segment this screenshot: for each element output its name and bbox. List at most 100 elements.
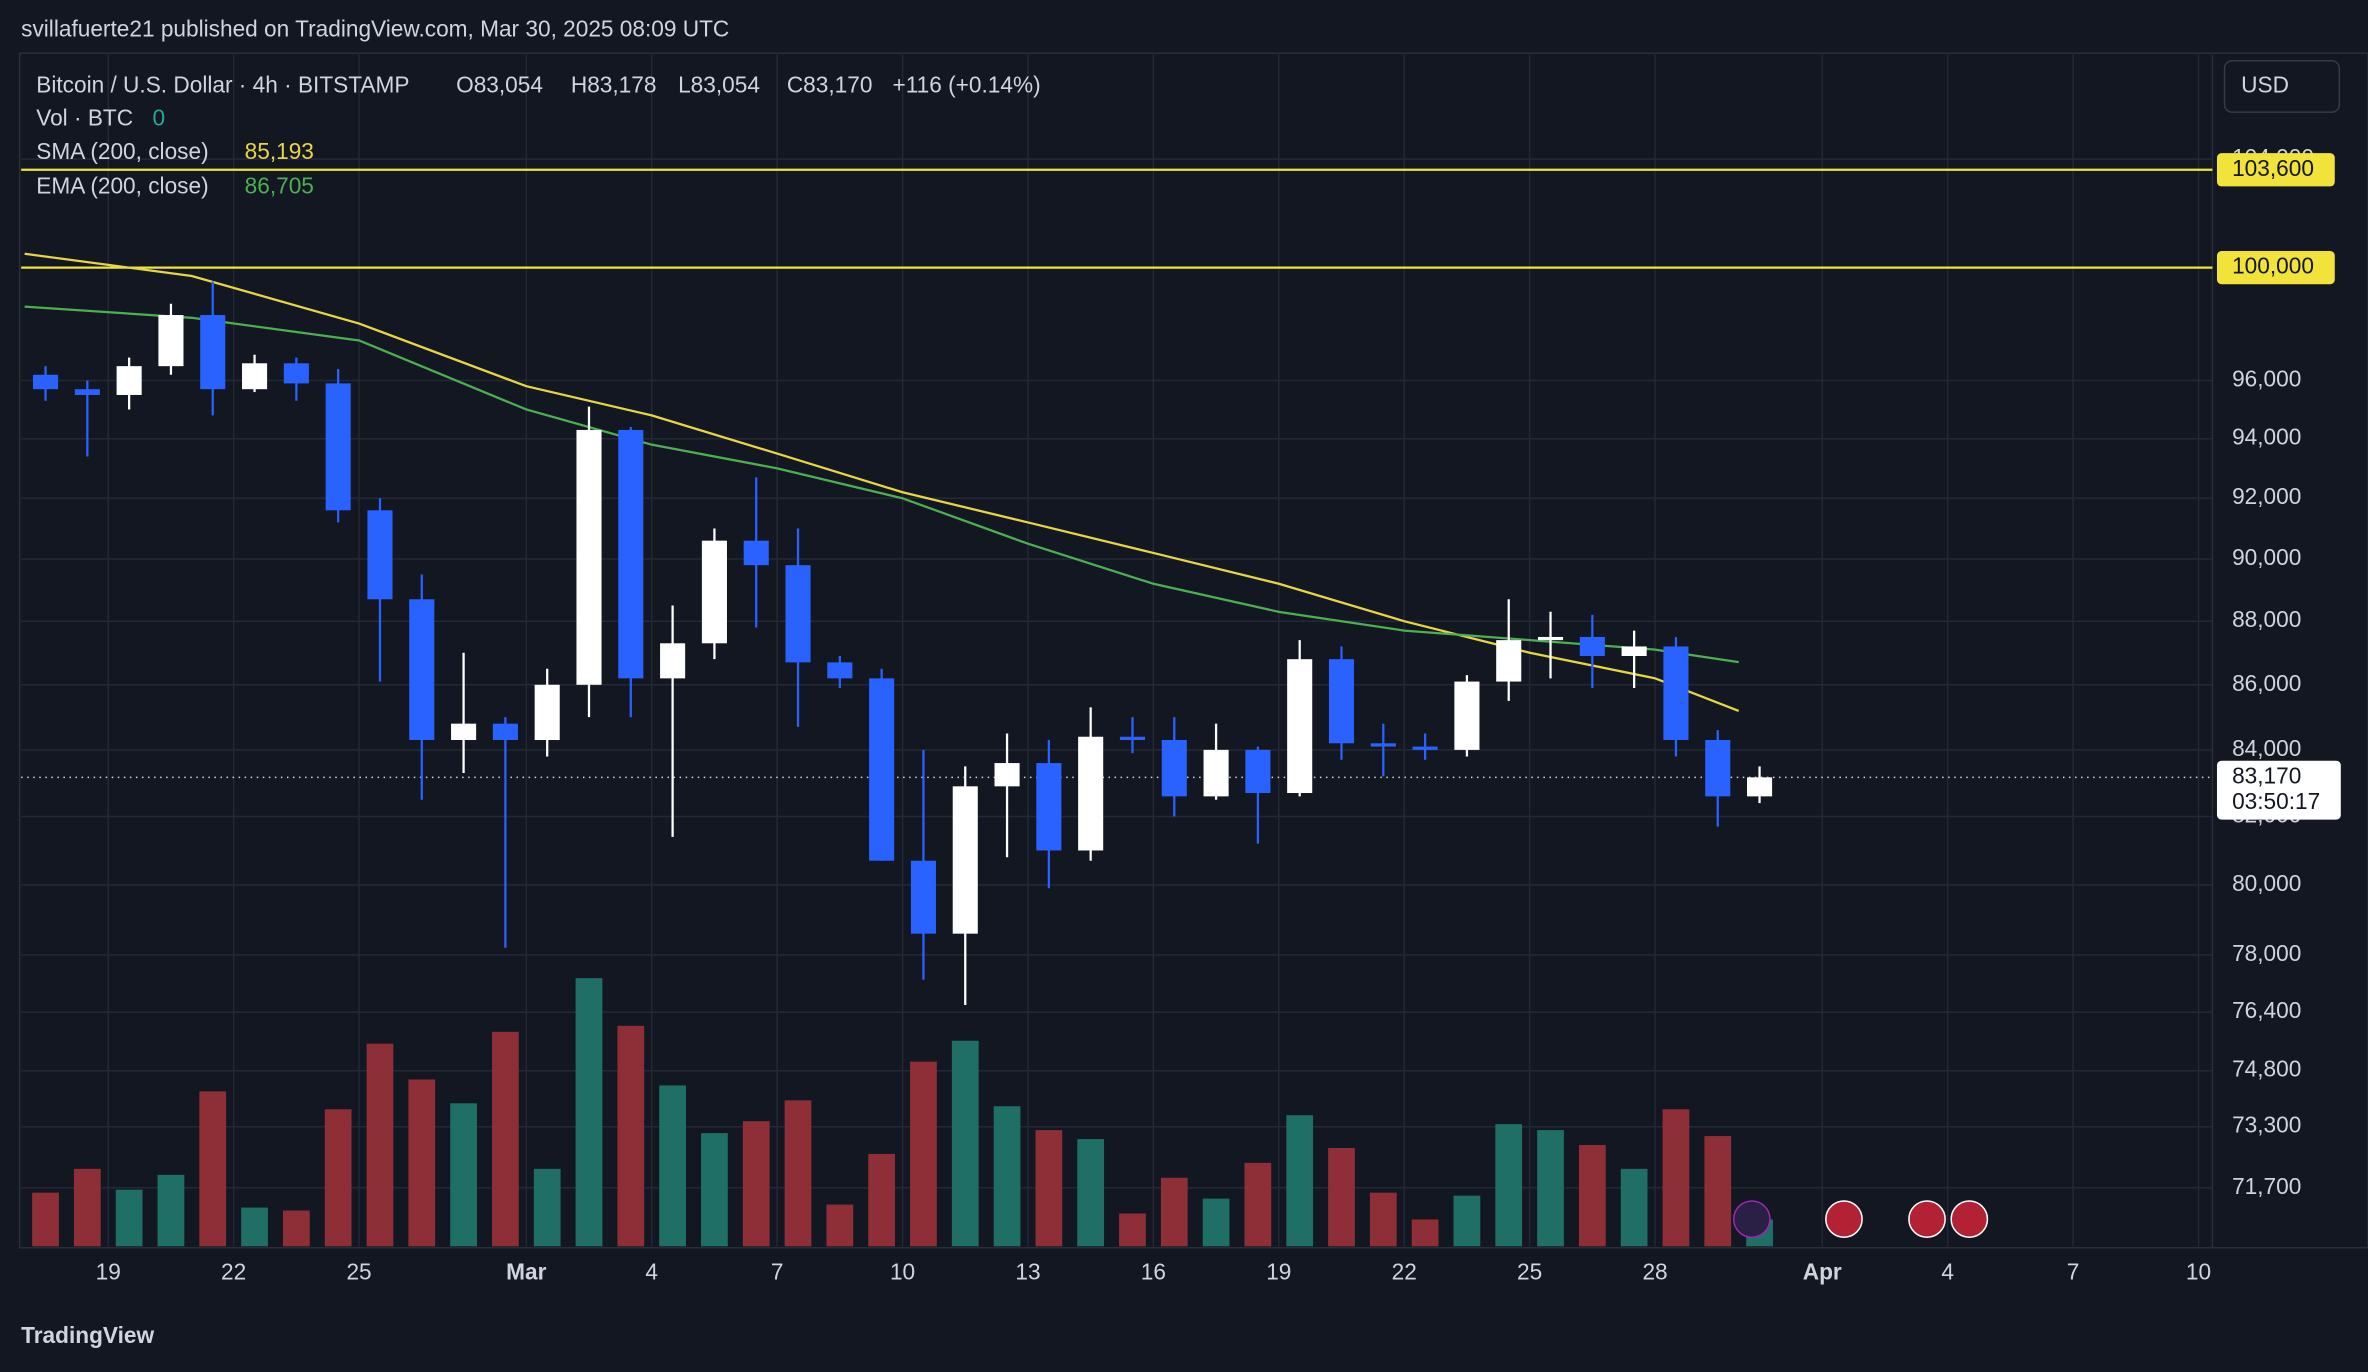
x-tick-label: Mar [506, 1258, 546, 1284]
candle-body [116, 366, 142, 395]
level-tag [2216, 153, 2335, 187]
volume-bar [659, 1085, 686, 1247]
axis-labels: 104,00096,00094,00092,00090,00088,00086,… [96, 144, 2341, 1284]
currency-label[interactable]: USD [2241, 71, 2289, 97]
volume-bar [324, 1109, 352, 1247]
y-tick-label: 90,000 [2232, 544, 2301, 570]
candle-body [1370, 743, 1396, 747]
event-icon[interactable] [1732, 1200, 1771, 1238]
volume-bar [1453, 1195, 1481, 1247]
volume-legend: Vol · BTC [36, 105, 133, 131]
volume-bar [533, 1168, 561, 1247]
quote-change: +116 (+0.14%) [893, 71, 1041, 97]
volume-bar [826, 1204, 854, 1247]
x-tick-label: Apr [1803, 1258, 1842, 1284]
ema-legend-value: 86,705 [245, 173, 314, 199]
event-icon[interactable] [1825, 1200, 1863, 1238]
volume-bar [575, 978, 603, 1247]
volume-bar [742, 1121, 770, 1247]
candle-body [576, 429, 602, 685]
candle-body [1328, 659, 1355, 744]
volume-bar [73, 1168, 101, 1247]
x-tick-label: 19 [96, 1258, 121, 1284]
candle-body [1454, 681, 1480, 750]
candle-body [242, 363, 268, 390]
candle-body [1747, 777, 1773, 797]
volume-bar [617, 1025, 645, 1247]
candle-body [869, 678, 895, 861]
y-tick-label: 76,400 [2232, 997, 2301, 1023]
y-tick-label: 84,000 [2232, 735, 2301, 761]
candle-body [200, 315, 226, 390]
volume-pane [32, 978, 1773, 1247]
level-label: 103,600 [2232, 155, 2314, 181]
quote-low: L83,054 [678, 71, 760, 97]
x-tick-label: 16 [1141, 1258, 1166, 1284]
volume-bar [492, 1031, 519, 1247]
x-tick-label: 4 [1941, 1258, 1954, 1284]
volume-bar [701, 1133, 728, 1247]
candle-body [1245, 749, 1271, 794]
quote-high: H83,178 [571, 71, 657, 97]
event-icon[interactable] [1950, 1200, 1989, 1238]
candle-body [701, 540, 727, 644]
bar-countdown: 03:50:17 [2232, 788, 2320, 814]
candle-body [1663, 646, 1689, 741]
volume-bar [1202, 1198, 1230, 1247]
level-tag [2216, 250, 2335, 285]
volume-bar [199, 1091, 227, 1247]
level-label: 100,000 [2232, 253, 2314, 279]
volume-legend-value: 0 [153, 105, 166, 131]
volume-bar [366, 1043, 394, 1247]
levels [21, 168, 2213, 779]
x-tick-label: 25 [1517, 1258, 1542, 1284]
last-price-tag [2216, 760, 2341, 820]
candle-body [1621, 646, 1647, 656]
volume-bar [32, 1192, 59, 1247]
candle-body [492, 723, 518, 741]
y-tick-label: 94,000 [2232, 424, 2301, 450]
x-tick-label: 22 [1392, 1258, 1417, 1284]
volume-bar [1077, 1139, 1105, 1247]
candle-body [827, 662, 853, 679]
candle-body [325, 383, 351, 511]
candle-body [1412, 746, 1438, 750]
candle-body [660, 643, 686, 679]
volume-bar [993, 1106, 1021, 1247]
volume-bar [1537, 1130, 1564, 1247]
event-icons [1732, 1200, 1989, 1238]
volume-bar [115, 1189, 143, 1247]
volume-bar [157, 1174, 185, 1247]
y-tick-label: 92,000 [2232, 483, 2301, 509]
event-icon[interactable] [1908, 1200, 1946, 1238]
publisher-line: svillafuerte21 published on TradingView.… [21, 16, 729, 42]
grid [21, 54, 2213, 1247]
brand: TradingView [21, 1322, 154, 1348]
candle-body [1119, 736, 1146, 741]
volume-bar [241, 1207, 268, 1247]
volume-bar [910, 1061, 937, 1247]
last-price-label: 83,170 [2232, 762, 2301, 788]
candle-body [1203, 749, 1229, 797]
volume-bar [1286, 1115, 1314, 1247]
candle-body [1161, 740, 1187, 797]
volume-bar [1620, 1168, 1648, 1247]
volume-bar [408, 1079, 436, 1247]
candle-body [1537, 636, 1564, 641]
currency-button[interactable] [2223, 60, 2341, 113]
volume-bar [1411, 1219, 1439, 1247]
volume-bar [868, 1153, 896, 1247]
candle-body [32, 374, 59, 390]
y-tick-label: 71,700 [2232, 1173, 2301, 1199]
candle-body [409, 599, 435, 741]
volume-bar [1369, 1192, 1397, 1247]
candle-body [534, 684, 560, 741]
volume-bar [784, 1100, 812, 1247]
y-tick-label: 74,800 [2232, 1056, 2301, 1082]
candle-body [785, 565, 811, 663]
volume-bar [1328, 1147, 1355, 1247]
volume-bar [1160, 1177, 1188, 1247]
